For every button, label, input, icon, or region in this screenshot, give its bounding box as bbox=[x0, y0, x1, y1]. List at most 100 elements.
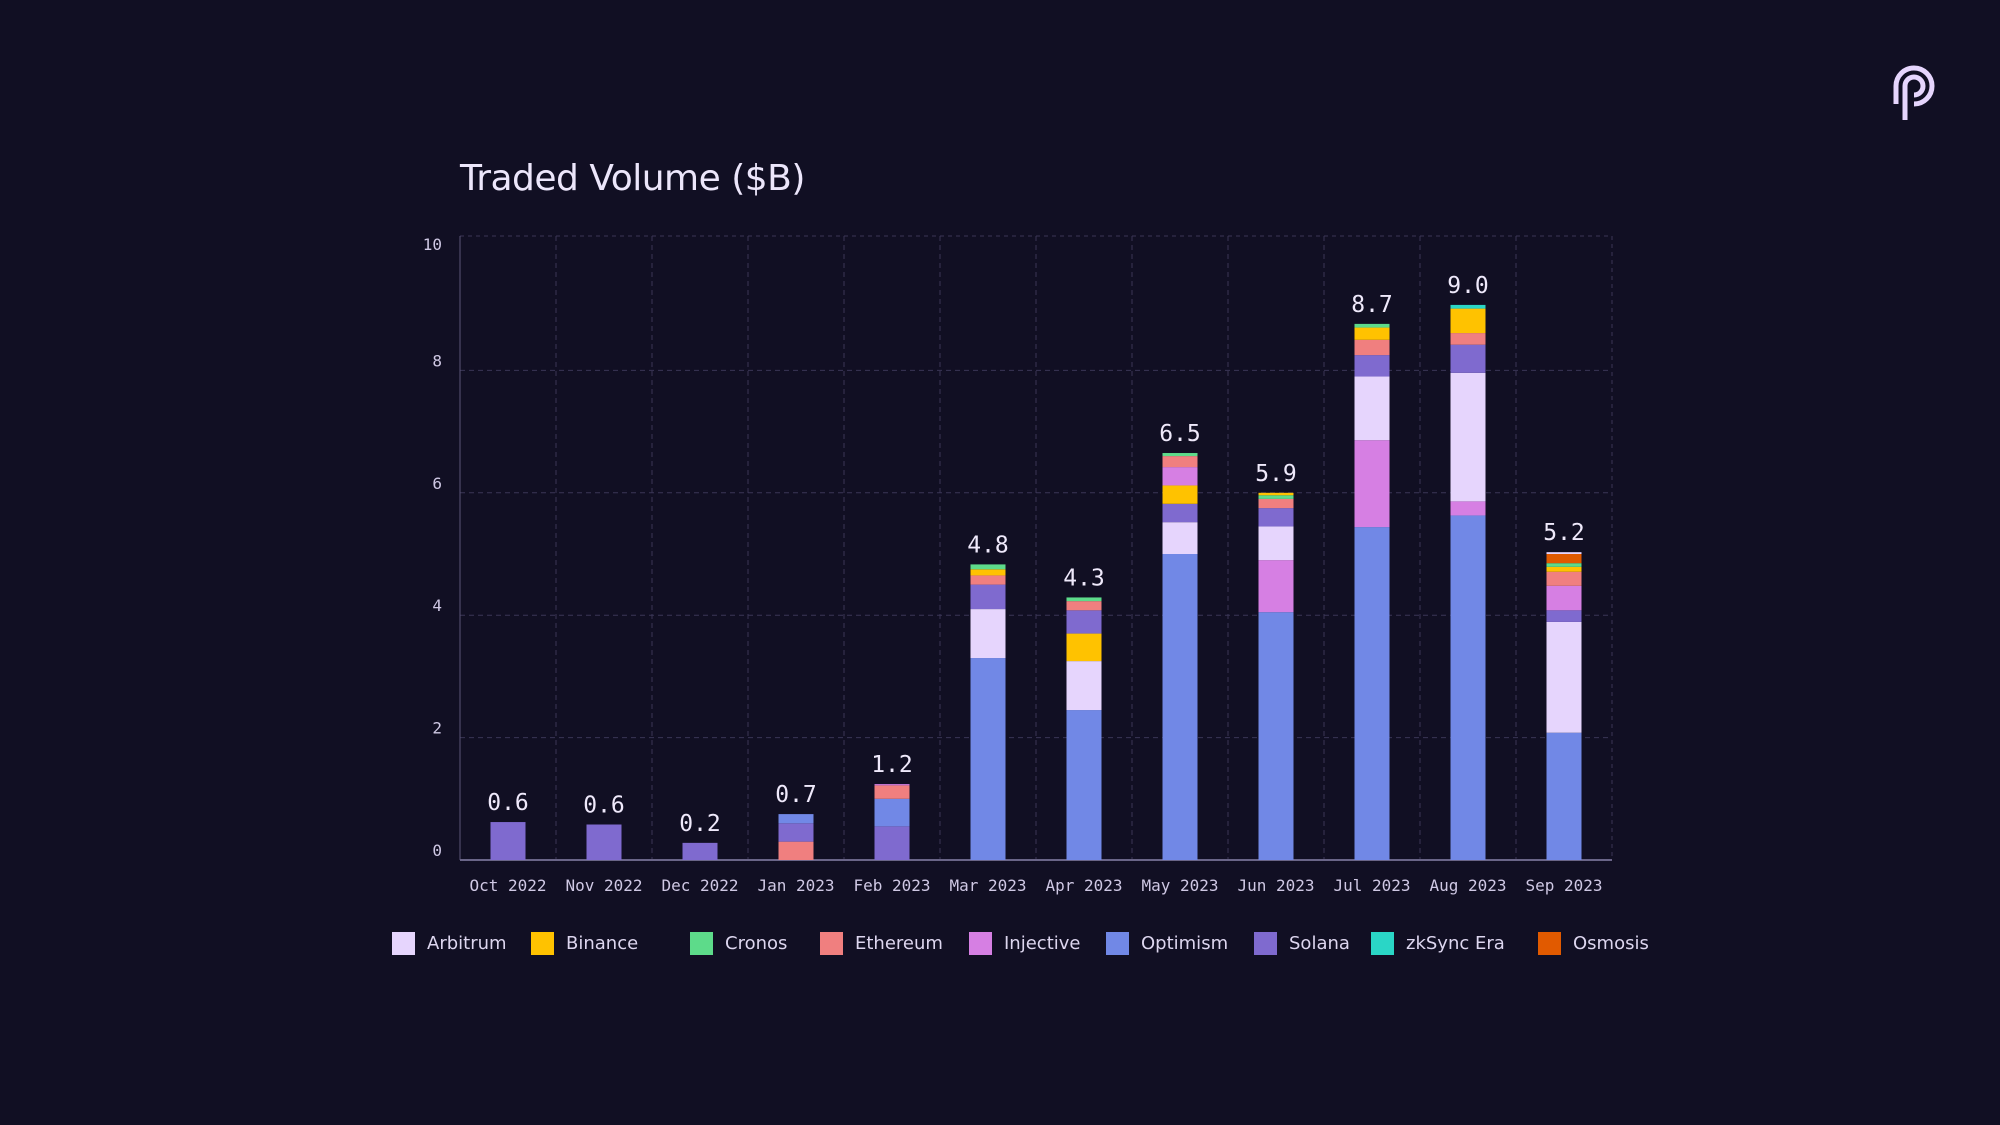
bar-segment-ethereum bbox=[874, 785, 910, 799]
bar-segment-cronos bbox=[1354, 323, 1390, 328]
bar-segment-injective bbox=[1354, 440, 1390, 528]
y-tick-label: 8 bbox=[432, 351, 442, 370]
x-tick-label: Oct 2022 bbox=[469, 876, 546, 895]
x-tick-label: Nov 2022 bbox=[565, 876, 642, 895]
legend-label: Arbitrum bbox=[427, 933, 507, 954]
bar-segment-zksync-era bbox=[1450, 304, 1486, 309]
legend-item: Ethereum bbox=[820, 932, 943, 955]
bar-segment-optimism bbox=[1354, 527, 1390, 860]
legend-swatch bbox=[820, 932, 843, 955]
legend-item: Solana bbox=[1254, 932, 1350, 955]
bar-segment-cronos bbox=[1066, 597, 1102, 602]
bar-segment-injective bbox=[1450, 501, 1486, 516]
bar-segment-arbitrum bbox=[1066, 661, 1102, 711]
bar-segment-arbitrum bbox=[1546, 552, 1582, 554]
x-tick-label: Dec 2022 bbox=[661, 876, 738, 895]
bar-segment-optimism bbox=[1546, 732, 1582, 860]
bar-segment-cronos bbox=[1258, 495, 1294, 499]
x-tick-label: Aug 2023 bbox=[1429, 876, 1506, 895]
bar-segment-binance bbox=[1162, 485, 1198, 504]
legend-swatch bbox=[969, 932, 992, 955]
bar-segment-optimism bbox=[1162, 554, 1198, 860]
legend-item: Injective bbox=[969, 932, 1080, 955]
bar-segment-arbitrum bbox=[1546, 621, 1582, 733]
bar-total-label: 9.0 bbox=[1447, 273, 1489, 299]
stacked-bar-chart: 0 2 4 6 8 10 0.6 Oct 2022 0.6 Nov 2022 0.2 Dec 2022… bbox=[423, 235, 1613, 895]
bar-segment-solana bbox=[682, 842, 718, 860]
legend-label: Cronos bbox=[725, 933, 788, 954]
bar-segment-osmosis bbox=[1546, 554, 1582, 564]
legend-label: Solana bbox=[1289, 933, 1350, 954]
bar-segment-solana bbox=[778, 823, 814, 842]
bar-total-label: 5.2 bbox=[1543, 520, 1585, 546]
bar-segment-ethereum bbox=[778, 841, 814, 860]
x-tick-label: Jul 2023 bbox=[1333, 876, 1410, 895]
bar-total-label: 0.6 bbox=[583, 793, 625, 819]
bar-segment-solana bbox=[1258, 508, 1294, 527]
bar-segment-cronos bbox=[1546, 563, 1582, 567]
bar-segment-optimism bbox=[874, 798, 910, 827]
x-tick-label: Jan 2023 bbox=[757, 876, 834, 895]
y-tick-label: 10 bbox=[423, 235, 442, 254]
bar-segment-binance bbox=[1258, 492, 1294, 496]
x-tick-label: May 2023 bbox=[1141, 876, 1218, 895]
bar-segment-solana bbox=[1066, 610, 1102, 634]
bar-total-label: 4.3 bbox=[1063, 565, 1105, 591]
bar-total-label: 0.7 bbox=[775, 782, 817, 808]
bar-segment-binance bbox=[970, 569, 1006, 576]
legend-swatch bbox=[1538, 932, 1561, 955]
bar-segment-injective bbox=[1546, 585, 1582, 611]
legend-swatch bbox=[1371, 932, 1394, 955]
bar-segment-binance bbox=[1354, 327, 1390, 340]
bar-segment-optimism bbox=[1258, 612, 1294, 860]
legend-swatch bbox=[1254, 932, 1277, 955]
bar-segment-arbitrum bbox=[1162, 522, 1198, 554]
y-tick-label: 0 bbox=[432, 841, 442, 860]
bar-segment-optimism bbox=[1450, 515, 1486, 860]
legend-swatch bbox=[392, 932, 415, 955]
legend: Arbitrum Binance Cronos Ethereum Injective Op… bbox=[0, 932, 2000, 962]
y-tick-label: 4 bbox=[432, 596, 442, 615]
bar-total-label: 8.7 bbox=[1351, 292, 1393, 318]
legend-label: zkSync Era bbox=[1406, 933, 1505, 954]
legend-swatch bbox=[531, 932, 554, 955]
bar-segment-solana bbox=[1162, 503, 1198, 523]
bar-segment-optimism bbox=[778, 814, 814, 824]
x-tick-label: Mar 2023 bbox=[949, 876, 1026, 895]
bar-segment-arbitrum bbox=[1258, 526, 1294, 561]
bar-segment-solana bbox=[874, 826, 910, 860]
bar-segment-arbitrum bbox=[1450, 372, 1486, 502]
legend-label: Injective bbox=[1004, 933, 1081, 954]
bar-segment-arbitrum bbox=[1354, 376, 1390, 441]
x-tick-label: Feb 2023 bbox=[853, 876, 930, 895]
chart-title: Traded Volume ($B) bbox=[460, 158, 805, 199]
bar-total-label: 0.6 bbox=[487, 790, 529, 816]
bar-segment-injective bbox=[1258, 560, 1294, 613]
y-tick-label: 6 bbox=[432, 474, 442, 493]
bar-total-label: 6.5 bbox=[1159, 421, 1201, 447]
x-tick-label: Sep 2023 bbox=[1525, 876, 1602, 895]
legend-label: Optimism bbox=[1141, 933, 1229, 954]
bar-segment-optimism bbox=[970, 658, 1006, 860]
bar-segment-solana bbox=[970, 584, 1006, 610]
bar-segment-ethereum bbox=[1258, 498, 1294, 509]
bar-total-label: 0.2 bbox=[679, 811, 721, 837]
legend-item: zkSync Era bbox=[1371, 932, 1505, 955]
bar-segment-arbitrum bbox=[970, 609, 1006, 659]
bar-segment-optimism bbox=[1066, 710, 1102, 860]
bar-segment-solana bbox=[1546, 610, 1582, 622]
bar-segment-ethereum bbox=[1066, 601, 1102, 611]
x-tick-label: Apr 2023 bbox=[1045, 876, 1122, 895]
bar-segment-ethereum bbox=[1546, 571, 1582, 586]
bar-segment-solana bbox=[1354, 355, 1390, 377]
legend-item: Arbitrum bbox=[392, 932, 507, 955]
bar-segment-cronos bbox=[1162, 453, 1198, 457]
legend-item: Optimism bbox=[1106, 932, 1228, 955]
bar-segment-solana bbox=[1450, 344, 1486, 373]
y-tick-label: 2 bbox=[432, 719, 442, 738]
bar-total-label: 5.9 bbox=[1255, 461, 1297, 487]
legend-item: Osmosis bbox=[1538, 932, 1649, 955]
bar-segment-injective bbox=[1162, 467, 1198, 486]
bar-total-label: 1.2 bbox=[871, 752, 913, 778]
legend-item: Binance bbox=[531, 932, 638, 955]
